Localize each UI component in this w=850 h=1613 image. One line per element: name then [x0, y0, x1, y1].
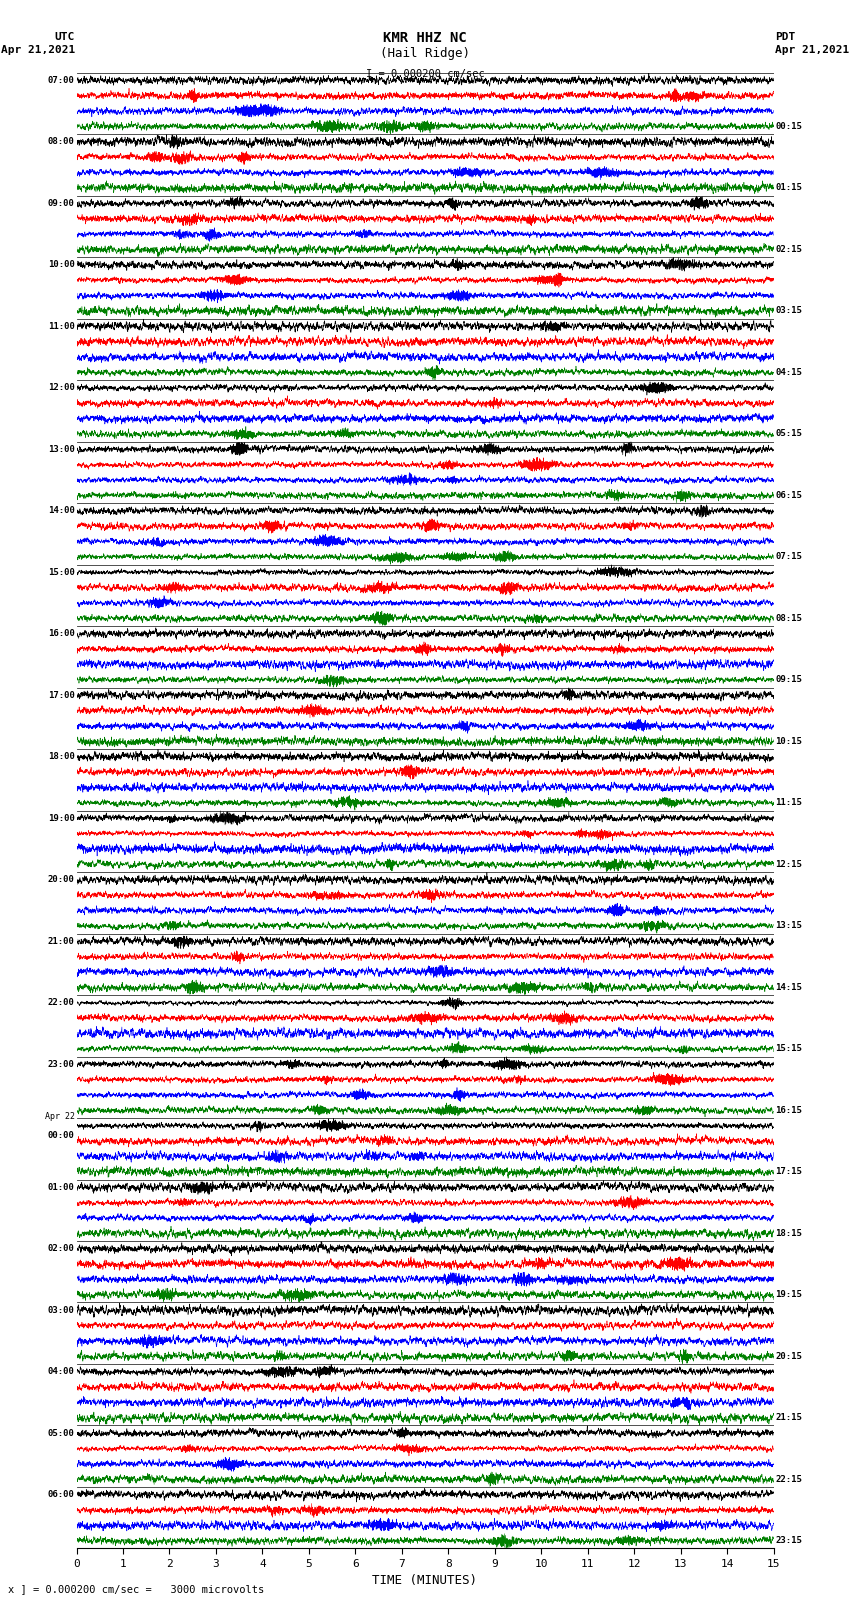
Text: 05:15: 05:15 — [775, 429, 802, 439]
Text: 16:00: 16:00 — [48, 629, 75, 639]
Text: UTC: UTC — [54, 32, 75, 42]
Text: 02:15: 02:15 — [775, 245, 802, 253]
Text: I = 0.000200 cm/sec: I = 0.000200 cm/sec — [366, 69, 484, 79]
Text: Apr 21,2021: Apr 21,2021 — [1, 45, 75, 55]
Text: (Hail Ridge): (Hail Ridge) — [380, 47, 470, 60]
Text: 20:00: 20:00 — [48, 876, 75, 884]
Text: 15:15: 15:15 — [775, 1044, 802, 1053]
Text: 07:00: 07:00 — [48, 76, 75, 85]
Text: 13:00: 13:00 — [48, 445, 75, 453]
Text: 09:00: 09:00 — [48, 198, 75, 208]
Text: 06:15: 06:15 — [775, 490, 802, 500]
Text: 21:00: 21:00 — [48, 937, 75, 945]
Text: 03:00: 03:00 — [48, 1305, 75, 1315]
Text: x ] = 0.000200 cm/sec =   3000 microvolts: x ] = 0.000200 cm/sec = 3000 microvolts — [8, 1584, 264, 1594]
Text: 03:15: 03:15 — [775, 306, 802, 316]
Text: 14:00: 14:00 — [48, 506, 75, 515]
Text: 08:00: 08:00 — [48, 137, 75, 147]
Text: 12:15: 12:15 — [775, 860, 802, 869]
Text: 00:15: 00:15 — [775, 123, 802, 131]
Text: 16:15: 16:15 — [775, 1107, 802, 1115]
X-axis label: TIME (MINUTES): TIME (MINUTES) — [372, 1574, 478, 1587]
Text: 06:00: 06:00 — [48, 1490, 75, 1498]
Text: 12:00: 12:00 — [48, 384, 75, 392]
Text: 10:00: 10:00 — [48, 260, 75, 269]
Text: 18:00: 18:00 — [48, 752, 75, 761]
Text: 10:15: 10:15 — [775, 737, 802, 745]
Text: Apr 21,2021: Apr 21,2021 — [775, 45, 849, 55]
Text: 11:15: 11:15 — [775, 798, 802, 808]
Text: 11:00: 11:00 — [48, 321, 75, 331]
Text: Apr 22: Apr 22 — [45, 1111, 75, 1121]
Text: 00:00: 00:00 — [48, 1131, 75, 1139]
Text: 01:15: 01:15 — [775, 184, 802, 192]
Text: 22:15: 22:15 — [775, 1474, 802, 1484]
Text: 19:00: 19:00 — [48, 813, 75, 823]
Text: 15:00: 15:00 — [48, 568, 75, 577]
Text: 07:15: 07:15 — [775, 552, 802, 561]
Text: 13:15: 13:15 — [775, 921, 802, 931]
Text: 22:00: 22:00 — [48, 998, 75, 1007]
Text: 05:00: 05:00 — [48, 1429, 75, 1437]
Text: 01:00: 01:00 — [48, 1182, 75, 1192]
Text: 17:00: 17:00 — [48, 690, 75, 700]
Text: 14:15: 14:15 — [775, 982, 802, 992]
Text: 20:15: 20:15 — [775, 1352, 802, 1361]
Text: PDT: PDT — [775, 32, 796, 42]
Text: 23:00: 23:00 — [48, 1060, 75, 1069]
Text: 09:15: 09:15 — [775, 676, 802, 684]
Text: KMR HHZ NC: KMR HHZ NC — [383, 31, 467, 45]
Text: 23:15: 23:15 — [775, 1536, 802, 1545]
Text: 08:15: 08:15 — [775, 615, 802, 623]
Text: 17:15: 17:15 — [775, 1168, 802, 1176]
Text: 02:00: 02:00 — [48, 1244, 75, 1253]
Text: 04:00: 04:00 — [48, 1368, 75, 1376]
Text: 18:15: 18:15 — [775, 1229, 802, 1237]
Text: 21:15: 21:15 — [775, 1413, 802, 1423]
Text: 04:15: 04:15 — [775, 368, 802, 377]
Text: 19:15: 19:15 — [775, 1290, 802, 1300]
